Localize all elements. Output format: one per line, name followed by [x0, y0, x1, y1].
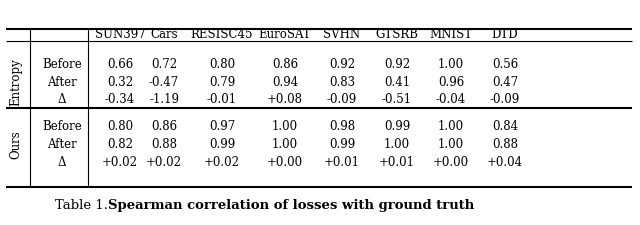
Text: 1.00: 1.00 — [438, 57, 464, 70]
Text: 0.79: 0.79 — [209, 75, 235, 88]
Text: -0.01: -0.01 — [207, 93, 237, 106]
Text: -0.51: -0.51 — [382, 93, 412, 106]
Text: 0.97: 0.97 — [209, 120, 235, 133]
Text: 0.83: 0.83 — [329, 75, 355, 88]
Text: EuroSAT: EuroSAT — [259, 28, 312, 41]
Text: SVHN: SVHN — [323, 28, 360, 41]
Text: 0.92: 0.92 — [329, 57, 355, 70]
Text: Entropy: Entropy — [10, 58, 22, 105]
Text: GTSRB: GTSRB — [376, 28, 419, 41]
Text: SUN397: SUN397 — [95, 28, 145, 41]
Text: +0.00: +0.00 — [433, 156, 469, 169]
Text: 0.86: 0.86 — [151, 120, 177, 133]
Text: 0.86: 0.86 — [272, 57, 298, 70]
Text: -0.09: -0.09 — [327, 93, 357, 106]
Text: 1.00: 1.00 — [272, 138, 298, 151]
Text: 0.41: 0.41 — [384, 75, 410, 88]
Text: 0.47: 0.47 — [492, 75, 518, 88]
Text: After: After — [47, 138, 77, 151]
Text: 0.94: 0.94 — [272, 75, 298, 88]
Text: Δ: Δ — [58, 156, 67, 169]
Text: +0.02: +0.02 — [146, 156, 182, 169]
Text: Cars: Cars — [150, 28, 178, 41]
Text: 1.00: 1.00 — [438, 120, 464, 133]
Text: After: After — [47, 75, 77, 88]
Text: 0.80: 0.80 — [107, 120, 133, 133]
Text: 0.99: 0.99 — [209, 138, 235, 151]
Text: -1.19: -1.19 — [149, 93, 179, 106]
Text: 0.66: 0.66 — [107, 57, 133, 70]
Text: +0.01: +0.01 — [324, 156, 360, 169]
Text: 1.00: 1.00 — [384, 138, 410, 151]
Text: Ours: Ours — [10, 130, 22, 159]
Text: +0.04: +0.04 — [487, 156, 523, 169]
Text: 0.84: 0.84 — [492, 120, 518, 133]
Text: RESISC45: RESISC45 — [191, 28, 253, 41]
Text: Before: Before — [42, 57, 82, 70]
Text: +0.02: +0.02 — [102, 156, 138, 169]
Text: -0.04: -0.04 — [436, 93, 466, 106]
Text: 0.80: 0.80 — [209, 57, 235, 70]
Text: 0.99: 0.99 — [384, 120, 410, 133]
Text: 0.96: 0.96 — [438, 75, 464, 88]
Text: 0.32: 0.32 — [107, 75, 133, 88]
Text: -0.47: -0.47 — [149, 75, 179, 88]
Text: +0.02: +0.02 — [204, 156, 240, 169]
Text: 0.72: 0.72 — [151, 57, 177, 70]
Text: 0.99: 0.99 — [329, 138, 355, 151]
Text: MNIST: MNIST — [429, 28, 472, 41]
Text: Spearman correlation of losses with ground truth: Spearman correlation of losses with grou… — [108, 199, 474, 212]
Text: 0.88: 0.88 — [151, 138, 177, 151]
Text: 0.82: 0.82 — [107, 138, 133, 151]
Text: -0.34: -0.34 — [105, 93, 135, 106]
Text: DTD: DTD — [492, 28, 518, 41]
Text: +0.08: +0.08 — [267, 93, 303, 106]
Text: Before: Before — [42, 120, 82, 133]
Text: 0.92: 0.92 — [384, 57, 410, 70]
Text: 1.00: 1.00 — [272, 120, 298, 133]
Text: 0.88: 0.88 — [492, 138, 518, 151]
Text: 1.00: 1.00 — [438, 138, 464, 151]
Text: +0.01: +0.01 — [379, 156, 415, 169]
Text: Table 1.: Table 1. — [55, 199, 116, 212]
Text: Δ: Δ — [58, 93, 67, 106]
Text: 0.98: 0.98 — [329, 120, 355, 133]
Text: +0.00: +0.00 — [267, 156, 303, 169]
Text: -0.09: -0.09 — [490, 93, 520, 106]
Text: 0.56: 0.56 — [492, 57, 518, 70]
